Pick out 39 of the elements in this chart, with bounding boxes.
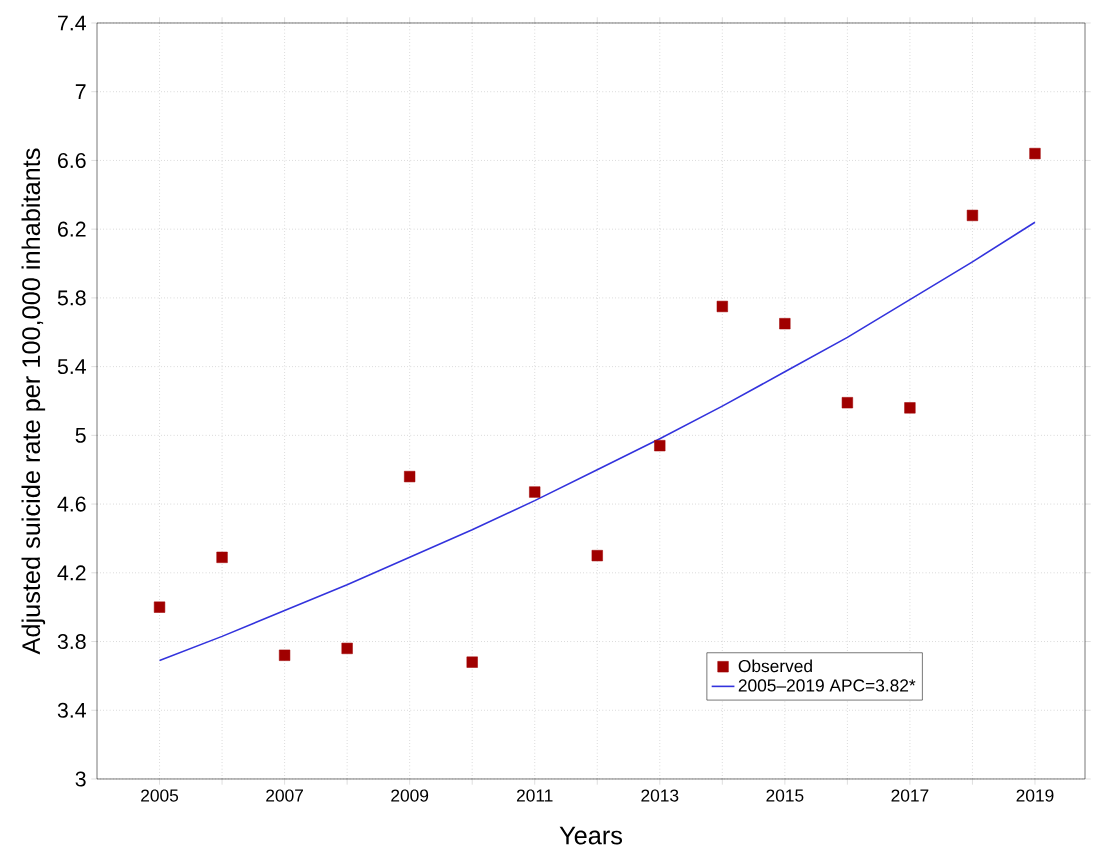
y-tick-label: 3.4 [57,702,86,718]
point [404,470,416,483]
point [278,649,291,661]
point [591,550,603,562]
legend-label: 2005–2019 APC=3.82* [738,679,916,692]
y-tick-label: 5 [75,427,86,443]
x-tick-label: 2007 [266,789,303,802]
x-tick-label: 2015 [766,789,804,802]
point [904,402,916,414]
y-tick-label: 4.6 [57,496,86,512]
x-tick-label: 2017 [891,789,929,802]
x-tick-label: 2011 [516,789,553,802]
y-tick-label: 7 [75,84,86,100]
x-tick-label: 2005 [141,789,179,802]
point [716,300,728,313]
point [529,486,541,498]
x-tick-label: 2019 [1016,789,1054,802]
point [779,318,791,330]
legend-label: Observed [738,659,812,673]
y-tick-label: 7.4 [58,15,86,31]
point [1029,147,1041,160]
x-tick-label: 2013 [641,789,679,802]
point [341,642,353,655]
y-tick-label: 6.2 [58,221,86,237]
point [216,551,228,563]
y-tick-label: 6.6 [58,152,86,168]
y-tick-label: 3.8 [57,633,86,650]
x-tick-label: 2009 [391,789,429,802]
point [153,601,166,613]
y-tick-label: 4.2 [57,565,86,581]
point [466,656,478,668]
y-axis-title: Adjusted suicide rate per 100,000 inhabitants [21,148,46,655]
point [966,209,979,222]
y-tick-label: 5.8 [57,290,86,306]
point [841,397,853,409]
y-tick-label: 5.4 [57,359,86,375]
x-axis-title: Years [559,826,623,845]
point [654,440,666,452]
y-tick-label: 3 [75,771,86,787]
